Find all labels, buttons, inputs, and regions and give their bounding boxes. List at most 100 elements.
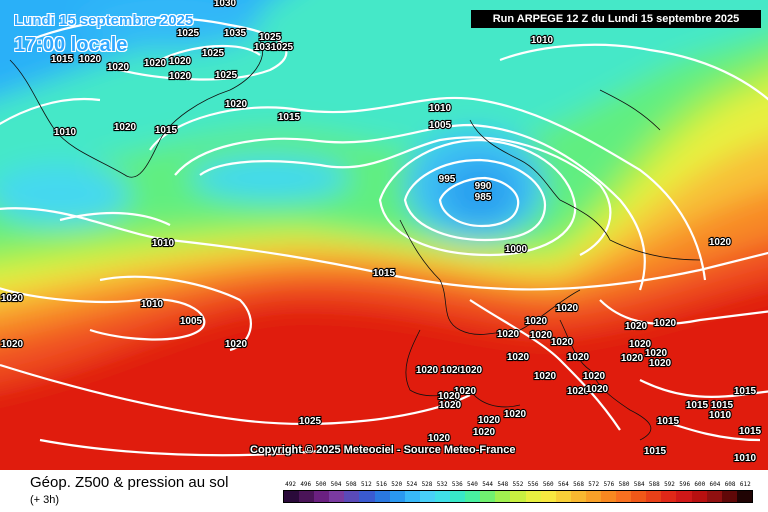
isobar-label: 985 <box>475 192 492 203</box>
isobar-label: 1020 <box>225 99 248 110</box>
isobar-label: 1020 <box>428 433 451 444</box>
isobar-label: 1020 <box>107 62 130 73</box>
isobar-label: 1010 <box>709 410 732 421</box>
isobar-label: 1000 <box>505 244 528 255</box>
scale-value-label: 564 <box>557 481 569 488</box>
isobar-label: 1010 <box>531 35 554 46</box>
scale-value-label: 496 <box>300 481 312 488</box>
scale-swatch <box>585 491 601 502</box>
isobar-label: 1010 <box>54 127 77 138</box>
scale-value-label: 520 <box>391 481 403 488</box>
isobar-label: 1015 <box>155 125 178 136</box>
isobar-label: 1020 <box>586 384 609 395</box>
scale-value-label: 588 <box>648 481 660 488</box>
scale-value-label: 592 <box>664 481 675 488</box>
scale-swatch <box>404 491 420 502</box>
run-info-banner: Run ARPEGE 12 Z du Lundi 15 septembre 20… <box>471 10 761 28</box>
isobar-label: 1015 <box>686 400 709 411</box>
scale-swatch <box>344 491 360 502</box>
isobar-label: 990 <box>475 181 492 192</box>
scale-swatch <box>525 491 541 502</box>
scale-value-label: 584 <box>633 481 645 488</box>
isobar-label: 1020 <box>709 237 732 248</box>
isobar-label: 1020 <box>79 54 102 65</box>
scale-value-label: 524 <box>406 481 418 488</box>
isobar-label: 1020 <box>621 353 644 364</box>
coastlines <box>9 39 701 441</box>
isobar-label: 1020 <box>534 371 557 382</box>
isobar-label: 1020 <box>567 386 590 397</box>
scale-value-label: 576 <box>603 481 615 488</box>
isobar-label: 1025 <box>299 416 322 427</box>
scale-value-label: 532 <box>436 481 448 488</box>
scale-value-label: 504 <box>330 481 342 488</box>
scale-swatch <box>691 491 707 502</box>
isobar-label: 1020 <box>504 409 527 420</box>
scale-swatch <box>631 491 647 502</box>
isobar-label: 1030 <box>254 42 277 53</box>
scale-swatch <box>570 491 586 502</box>
isobar-label: 1020 <box>473 427 496 438</box>
scale-swatch <box>389 491 405 502</box>
scale-swatch <box>480 491 496 502</box>
scale-value-label: 536 <box>451 481 463 488</box>
scale-value-label: 568 <box>573 481 584 488</box>
scale-value-label: 600 <box>694 481 706 488</box>
isobar-label: 1020 <box>478 415 501 426</box>
isobar-label: 1030 <box>214 0 237 9</box>
isobar-label: 1005 <box>180 316 203 327</box>
isobar-lines <box>0 16 768 457</box>
isobar-label: 1020 <box>438 391 461 402</box>
isobar-label: 1015 <box>657 416 680 427</box>
isobar-label: 1020 <box>169 71 192 82</box>
scale-value-label: 512 <box>360 481 372 488</box>
scale-swatch <box>329 491 345 502</box>
isobar-label: 1010 <box>141 299 164 310</box>
isobar-label: 1025 <box>202 48 225 59</box>
scale-value-label: 508 <box>345 481 357 488</box>
isobar-label: 1020 <box>169 56 192 67</box>
scale-swatch <box>706 491 722 502</box>
isobar-label: 1015 <box>711 400 734 411</box>
isobar-label: 1020 <box>225 339 248 350</box>
scale-swatch <box>555 491 571 502</box>
scale-value-label: 612 <box>739 481 751 488</box>
scale-value-label: 572 <box>588 481 600 488</box>
isobar-label: 1020 <box>654 318 677 329</box>
isobar-label: 1025 <box>177 28 200 39</box>
isobar-label: 1005 <box>429 120 452 131</box>
scale-value-label: 516 <box>376 481 387 488</box>
scale-value-label: 544 <box>482 481 494 488</box>
isobar-label: 1020 <box>567 352 590 363</box>
isobar-label: 1020 <box>460 365 483 376</box>
isobar-label: 1015 <box>734 386 757 397</box>
isobar-label: 1020 <box>441 365 464 376</box>
isobar-label: 1025 <box>259 32 282 43</box>
scale-swatch <box>434 491 451 502</box>
scale-value-label: 500 <box>315 481 327 488</box>
forecast-date: Lundi 15 septembre 2025 <box>14 12 194 29</box>
isobar-label: 1015 <box>278 112 301 123</box>
scale-value-label: 560 <box>542 481 554 488</box>
isobar-label: 1020 <box>439 400 462 411</box>
isobar-label: 1015 <box>644 446 667 457</box>
isobar-label: 1010 <box>429 103 452 114</box>
isobar-label: 1020 <box>1 293 24 304</box>
scale-swatch <box>736 491 752 502</box>
isobar-label: 1020 <box>625 321 648 332</box>
isobar-label: 1020 <box>497 329 520 340</box>
forecast-offset: (+ 3h) <box>30 494 60 506</box>
isobar-label: 1020 <box>645 348 668 359</box>
scale-value-label: 492 <box>285 481 296 488</box>
scale-swatch <box>465 491 481 502</box>
isobar-label: 1015 <box>51 54 74 65</box>
color-scale-bar <box>283 490 753 503</box>
scale-swatch <box>299 491 315 502</box>
scale-swatch <box>600 491 617 502</box>
scale-swatch <box>661 491 677 502</box>
scale-value-label: 608 <box>724 481 736 488</box>
scale-swatch <box>314 491 330 502</box>
